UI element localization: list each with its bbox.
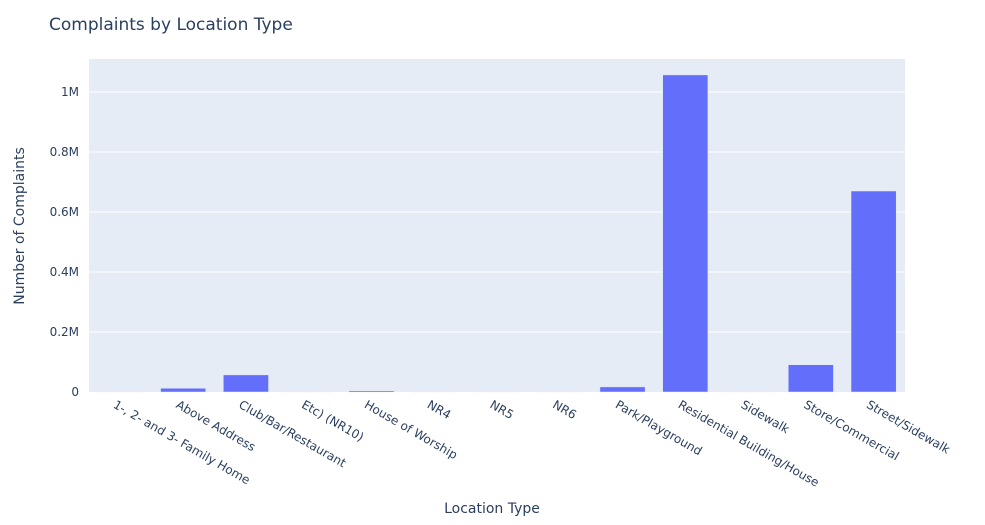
bars bbox=[97, 74, 897, 393]
x-tick-label: NR4 bbox=[425, 397, 454, 422]
bar bbox=[599, 386, 646, 393]
y-axis-title: Number of Complaints bbox=[12, 147, 28, 305]
y-tick-label: 0.4M bbox=[50, 265, 79, 279]
bar bbox=[662, 74, 709, 393]
plot-background bbox=[89, 59, 905, 392]
y-tick-label: 0 bbox=[71, 385, 79, 399]
bar bbox=[850, 190, 897, 393]
y-tick-label: 0.6M bbox=[50, 205, 79, 219]
grid-lines bbox=[89, 91, 905, 333]
x-tick-label: Sidewalk bbox=[739, 397, 792, 436]
y-tick-label: 0.2M bbox=[50, 325, 79, 339]
y-tick-label: 1M bbox=[61, 85, 79, 99]
bar bbox=[348, 390, 395, 393]
y-tick-label: 0.8M bbox=[50, 145, 79, 159]
x-tick-label: NR6 bbox=[550, 397, 579, 422]
x-tick-label: NR5 bbox=[488, 397, 517, 422]
bar bbox=[160, 388, 207, 393]
chart-title: Complaints by Location Type bbox=[49, 15, 293, 35]
bar bbox=[223, 374, 269, 393]
x-tick-label: Club/Bar/Restaurant bbox=[236, 397, 348, 470]
y-axis-ticks: 0 0.2M 0.4M 0.6M 0.8M 1M bbox=[50, 85, 79, 399]
x-axis-title: Location Type bbox=[444, 501, 540, 517]
bar bbox=[787, 364, 834, 393]
